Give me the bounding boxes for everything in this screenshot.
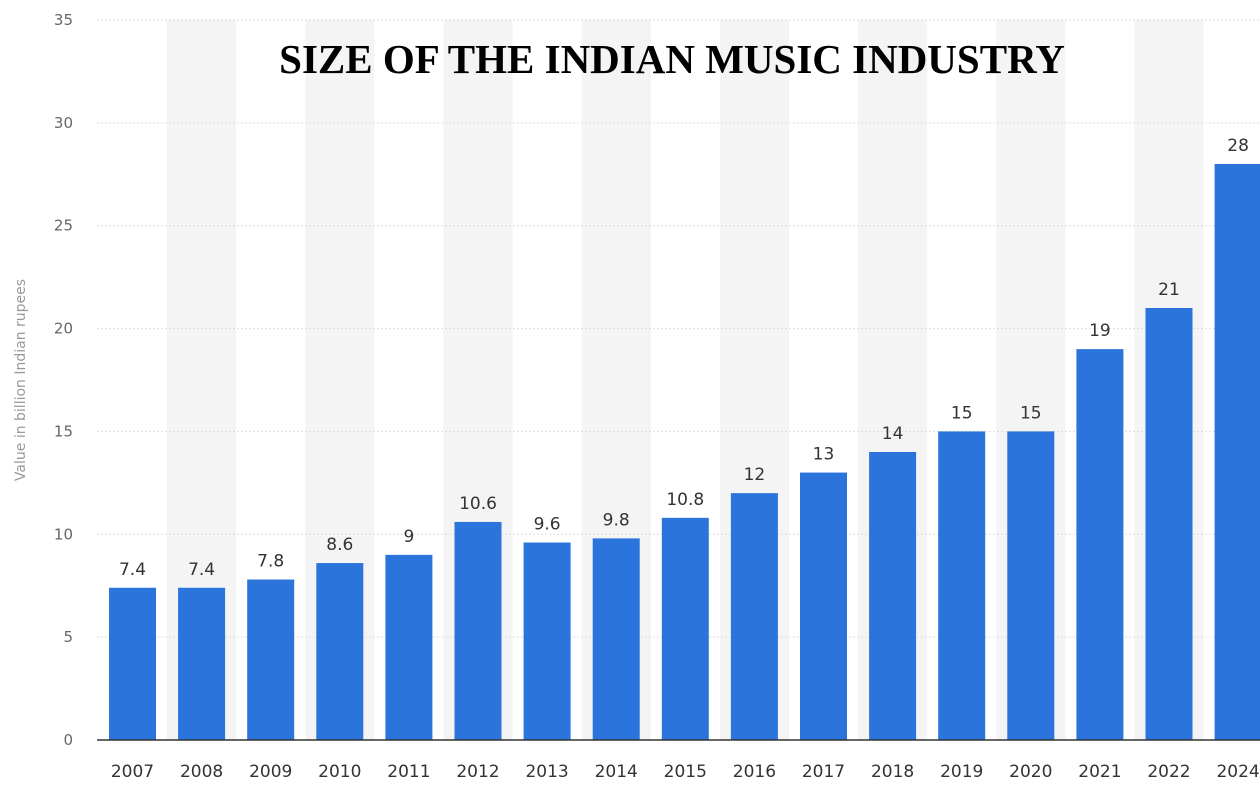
data-label: 14 xyxy=(882,424,904,444)
bar xyxy=(247,579,295,740)
data-label: 13 xyxy=(813,445,835,465)
y-tick-label: 30 xyxy=(54,114,73,132)
y-axis-ticks: 0 5 10 15 20 25 30 35 xyxy=(54,11,73,749)
data-labels: 7.4 7.4 7.8 8.6 9 10.6 9.6 9.8 10.8 12 13 14 15 15 19 2… xyxy=(119,136,1249,580)
data-label: 21 xyxy=(1158,280,1180,300)
bar xyxy=(316,563,364,740)
bar xyxy=(592,538,640,740)
x-tick-label: 2010 xyxy=(318,762,361,782)
bar xyxy=(1007,431,1055,740)
data-label: 15 xyxy=(951,403,973,423)
bar xyxy=(454,521,502,740)
x-tick-label: 2020 xyxy=(1009,762,1052,782)
y-tick-label: 5 xyxy=(63,628,73,646)
x-tick-label: 2019 xyxy=(940,762,983,782)
x-tick-label: 2022 xyxy=(1147,762,1190,782)
x-tick-label: 2021 xyxy=(1078,762,1121,782)
data-label: 7.8 xyxy=(257,552,284,572)
bar xyxy=(178,587,226,740)
bar xyxy=(1214,164,1260,740)
data-label: 10.8 xyxy=(666,490,704,510)
x-tick-label: 2013 xyxy=(525,762,568,782)
x-axis-ticks: 2007 2008 2009 2010 2011 2012 2013 2014 2015 2016… xyxy=(111,762,1260,782)
y-axis-label: Value in billion Indian rupees xyxy=(13,279,29,481)
bar xyxy=(661,517,709,740)
data-label: 7.4 xyxy=(188,560,215,580)
x-tick-label: 2007 xyxy=(111,762,154,782)
y-tick-label: 0 xyxy=(63,731,73,749)
x-tick-label: 2012 xyxy=(456,762,499,782)
data-label: 7.4 xyxy=(119,560,146,580)
bar xyxy=(109,587,156,740)
y-tick-label: 25 xyxy=(54,217,73,235)
bar xyxy=(385,554,433,740)
x-tick-label: 2018 xyxy=(871,762,914,782)
bar xyxy=(1076,349,1124,740)
x-tick-label: 2024 xyxy=(1216,762,1259,782)
x-tick-label: 2016 xyxy=(733,762,776,782)
y-tick-label: 20 xyxy=(54,320,73,338)
bars xyxy=(109,164,1260,740)
data-label: 8.6 xyxy=(326,535,353,555)
x-tick-label: 2015 xyxy=(664,762,707,782)
data-label: 15 xyxy=(1020,403,1042,423)
data-label: 9 xyxy=(403,527,414,547)
bar xyxy=(730,493,778,740)
x-tick-label: 2017 xyxy=(802,762,845,782)
data-label: 9.8 xyxy=(603,510,630,530)
data-label: 28 xyxy=(1227,136,1249,156)
data-label: 10.6 xyxy=(459,494,497,514)
bar xyxy=(523,542,571,740)
bar xyxy=(869,452,917,740)
bar xyxy=(1145,308,1193,740)
y-tick-label: 10 xyxy=(54,525,73,543)
x-tick-label: 2009 xyxy=(249,762,292,782)
bar xyxy=(800,472,847,740)
data-label: 19 xyxy=(1089,321,1111,341)
x-tick-label: 2014 xyxy=(595,762,638,782)
x-tick-label: 2008 xyxy=(180,762,223,782)
data-label: 9.6 xyxy=(534,515,561,535)
y-tick-label: 35 xyxy=(54,11,73,29)
bar xyxy=(938,431,986,740)
y-tick-label: 15 xyxy=(54,422,73,440)
x-tick-label: 2011 xyxy=(387,762,430,782)
data-label: 12 xyxy=(744,465,766,485)
chart-title: SIZE OF THE INDIAN MUSIC INDUSTRY xyxy=(279,36,1065,82)
